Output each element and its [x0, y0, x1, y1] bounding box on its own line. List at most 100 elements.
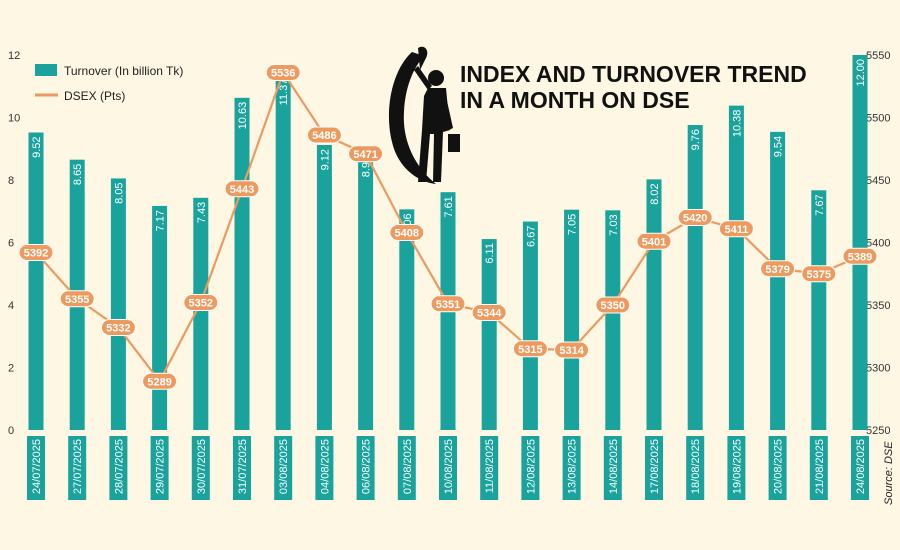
dsex-value-label: 5379	[765, 264, 789, 276]
turnover-bar	[481, 239, 497, 430]
dsex-value-label: 5332	[106, 323, 130, 335]
date-tick-label: 07/08/2025	[402, 439, 414, 494]
date-tick-label: 27/07/2025	[72, 439, 84, 494]
turnover-bar	[728, 105, 744, 430]
date-tick-label: 10/08/2025	[443, 439, 455, 494]
dsex-point	[183, 294, 219, 311]
date-tick-label: 04/08/2025	[319, 439, 331, 494]
dsex-value-label: 5314	[559, 345, 584, 357]
turnover-bar	[605, 210, 621, 430]
dsex-value-label: 5389	[848, 251, 872, 263]
turnover-value-label: 10.63	[237, 102, 249, 130]
date-strip	[809, 436, 828, 500]
dsex-point	[554, 341, 590, 359]
chart-title-line2: IN A MONTH ON DSE	[460, 87, 690, 113]
dsex-point	[306, 126, 342, 144]
dsex-value-label: 5471	[353, 149, 377, 161]
businessman-illustration	[388, 46, 460, 184]
dsex-value-label: 5375	[807, 269, 831, 281]
date-strip	[851, 436, 869, 500]
left-axis-tick: 10	[8, 113, 20, 125]
right-axis-tick: 5550	[866, 50, 890, 62]
turnover-value-label: 6.67	[525, 226, 537, 247]
date-tick-label: 21/08/2025	[814, 439, 826, 494]
figure-lower-arm	[441, 92, 453, 130]
date-tick-label: 17/08/2025	[649, 439, 661, 494]
date-tick-label: 12/08/2025	[525, 439, 537, 494]
turnover-value-label: 9.12	[319, 149, 331, 170]
left-axis-tick: 0	[8, 425, 14, 437]
legend-dsex-label: DSEX (Pts)	[64, 89, 125, 103]
dsex-value-label: 5289	[147, 376, 171, 388]
turnover-bar	[316, 145, 332, 430]
date-strip	[397, 436, 416, 500]
chart-title-line1: INDEX AND TURNOVER TREND	[460, 61, 807, 87]
dsex-point	[265, 64, 301, 81]
turnover-value-label: 7.43	[196, 202, 208, 223]
legend-turnover-swatch	[35, 64, 57, 76]
dsex-point	[389, 224, 425, 241]
turnover-value-label: 7.67	[814, 194, 826, 215]
date-tick-label: 06/08/2025	[361, 439, 373, 494]
swoosh-shape	[388, 52, 436, 184]
turnover-value-label: 7.03	[608, 214, 620, 235]
left-axis-tick: 4	[8, 300, 14, 312]
dsex-point	[348, 145, 384, 163]
date-strip	[521, 436, 540, 500]
right-axis-tick: 5300	[866, 363, 890, 375]
dsex-value-label: 5536	[271, 68, 295, 80]
date-strip	[439, 436, 457, 500]
turnover-value-label: 12.00	[855, 59, 867, 87]
date-strip	[768, 436, 787, 500]
turnover-value-label: 11.37	[278, 79, 290, 106]
dsex-point	[718, 220, 754, 238]
swoosh-tip	[418, 46, 428, 70]
date-tick-label: 28/07/2025	[113, 439, 125, 494]
right-axis-tick: 5400	[866, 238, 890, 250]
dsex-point	[842, 247, 878, 265]
turnover-bar	[646, 179, 662, 430]
turnover-bar	[770, 131, 786, 430]
date-strip	[356, 436, 375, 500]
date-strip	[274, 436, 293, 500]
date-strip	[191, 436, 210, 500]
date-tick-label: 24/08/2025	[855, 439, 867, 494]
dsex-point	[430, 295, 466, 313]
date-strip	[68, 436, 87, 500]
left-axis-tick: 12	[8, 50, 20, 62]
dsex-value-label: 5350	[601, 300, 625, 312]
date-tick-label: 29/07/2025	[155, 439, 167, 494]
turnover-value-label: 10.38	[731, 110, 743, 138]
dsex-value-label: 5315	[518, 344, 542, 356]
date-tick-label: 03/08/2025	[278, 439, 290, 494]
dsex-value-label: 5344	[477, 308, 502, 320]
date-tick-label: 30/07/2025	[196, 439, 208, 494]
date-strip	[27, 436, 45, 500]
right-axis: 5250 5300 5350 5400 5450 5500 5550	[866, 50, 890, 437]
right-axis-tick: 5350	[866, 300, 890, 312]
date-tick-label: 19/08/2025	[731, 439, 743, 494]
dsex-value-label: 5443	[230, 184, 254, 196]
turnover-bar	[399, 209, 415, 430]
turnover-value-label: 8.02	[649, 183, 661, 204]
dsex-value-label: 5420	[683, 213, 707, 225]
left-axis-tick: 2	[8, 363, 14, 375]
turnover-bar	[687, 125, 703, 430]
date-tick-label: 18/08/2025	[690, 439, 702, 494]
turnover-bar	[275, 74, 291, 430]
turnover-value-label: 7.05	[567, 214, 579, 235]
turnover-value-label: 9.52	[31, 137, 43, 158]
date-tick-label: 13/08/2025	[567, 439, 579, 494]
date-tick-label: 31/07/2025	[237, 439, 249, 494]
right-axis-tick: 5450	[866, 175, 890, 187]
dsex-value-label: 5352	[189, 298, 213, 310]
turnover-bar	[28, 132, 44, 430]
legend-turnover-label: Turnover (In billion Tk)	[64, 64, 183, 78]
date-tick-label: 24/07/2025	[31, 439, 43, 494]
dsex-point	[595, 296, 631, 314]
turnover-bar	[522, 221, 538, 430]
left-axis: 0 2 4 6 8 10 12	[8, 50, 20, 437]
dsex-point	[18, 244, 54, 261]
turnover-bar	[811, 190, 827, 430]
dsex-value-label: 5408	[395, 228, 419, 240]
